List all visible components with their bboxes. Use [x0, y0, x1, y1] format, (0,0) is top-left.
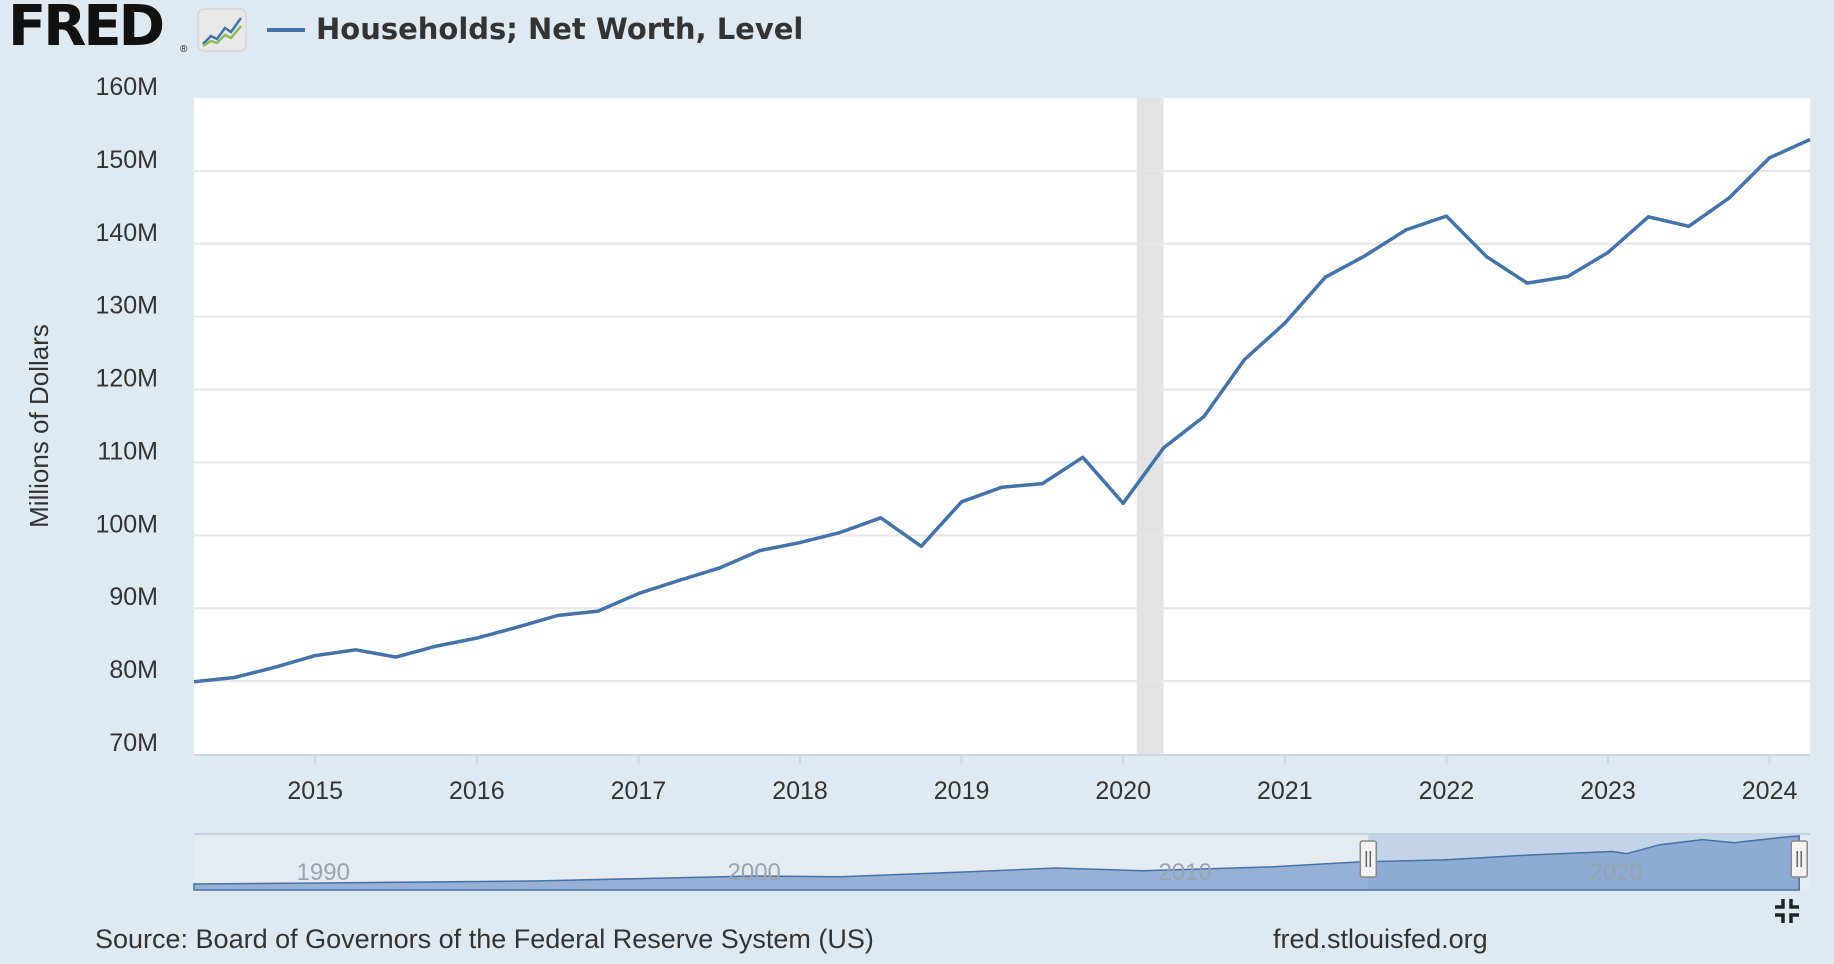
fred-registered-mark: ®	[180, 44, 188, 55]
navigator-x-label: 2010	[1158, 859, 1211, 886]
x-tick-label: 2020	[1095, 777, 1151, 805]
series-line	[193, 137, 1811, 684]
fullscreen-exit-icon[interactable]	[1772, 896, 1802, 926]
y-tick-label: 130M	[95, 292, 158, 320]
y-axis-title: Millions of Dollars	[24, 324, 54, 528]
y-tick-label: 120M	[95, 365, 158, 393]
recession-band	[1136, 98, 1164, 754]
chart-header: FRED ® Households; Net Worth, Level	[0, 0, 1834, 60]
site-link[interactable]: fred.stlouisfed.org	[1273, 924, 1488, 954]
y-tick-label: 70M	[109, 729, 158, 757]
navigator-area	[193, 835, 1800, 891]
x-tick-label: 2023	[1580, 777, 1636, 805]
x-tick-label: 2018	[772, 777, 828, 805]
legend-swatch	[267, 28, 305, 32]
x-tick-label: 2017	[611, 777, 667, 805]
navigator-left-handle[interactable]	[1359, 840, 1378, 878]
plot-area	[194, 98, 1810, 754]
x-tick-label: 2015	[287, 777, 343, 805]
y-tick-label: 150M	[95, 146, 158, 174]
x-tick-label: 2021	[1257, 777, 1313, 805]
fred-graph-icon	[197, 8, 247, 52]
x-tick-label: 2019	[934, 777, 990, 805]
navigator-x-label: 2020	[1589, 859, 1642, 886]
fred-logo[interactable]: FRED	[8, 0, 165, 59]
y-tick-label: 160M	[95, 73, 158, 101]
navigator-right-handle[interactable]	[1790, 840, 1808, 878]
x-tick-label: 2024	[1742, 777, 1798, 805]
y-tick-label: 100M	[95, 510, 158, 538]
legend-label: Households; Net Worth, Level	[316, 12, 804, 46]
navigator-x-label: 1990	[297, 859, 350, 886]
x-tick-label: 2016	[449, 777, 505, 805]
navigator-x-label: 2000	[728, 859, 781, 886]
y-tick-label: 140M	[95, 219, 158, 247]
x-tick-label: 2022	[1419, 777, 1475, 805]
y-tick-label: 80M	[109, 656, 158, 684]
y-tick-label: 90M	[109, 583, 158, 611]
y-tick-label: 110M	[97, 437, 158, 465]
source-text: Source: Board of Governors of the Federa…	[95, 924, 874, 954]
